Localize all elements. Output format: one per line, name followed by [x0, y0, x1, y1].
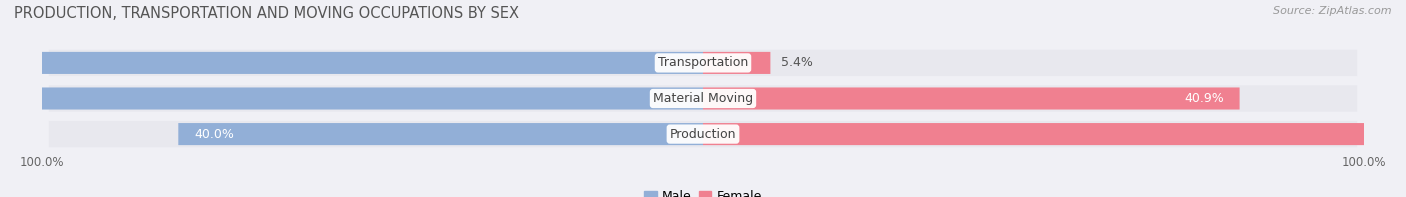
FancyBboxPatch shape: [0, 87, 703, 110]
FancyBboxPatch shape: [703, 123, 1406, 145]
FancyBboxPatch shape: [703, 87, 1240, 110]
FancyBboxPatch shape: [49, 85, 1357, 112]
FancyBboxPatch shape: [179, 123, 703, 145]
FancyBboxPatch shape: [49, 121, 1357, 147]
Text: 40.0%: 40.0%: [194, 128, 233, 141]
Text: Material Moving: Material Moving: [652, 92, 754, 105]
Legend: Male, Female: Male, Female: [640, 185, 766, 197]
FancyBboxPatch shape: [0, 52, 703, 74]
Text: 5.4%: 5.4%: [780, 56, 813, 69]
Text: Production: Production: [669, 128, 737, 141]
Text: 40.9%: 40.9%: [1184, 92, 1223, 105]
Text: PRODUCTION, TRANSPORTATION AND MOVING OCCUPATIONS BY SEX: PRODUCTION, TRANSPORTATION AND MOVING OC…: [14, 6, 519, 21]
FancyBboxPatch shape: [703, 52, 770, 74]
FancyBboxPatch shape: [49, 50, 1357, 76]
Text: Source: ZipAtlas.com: Source: ZipAtlas.com: [1274, 6, 1392, 16]
Text: Transportation: Transportation: [658, 56, 748, 69]
